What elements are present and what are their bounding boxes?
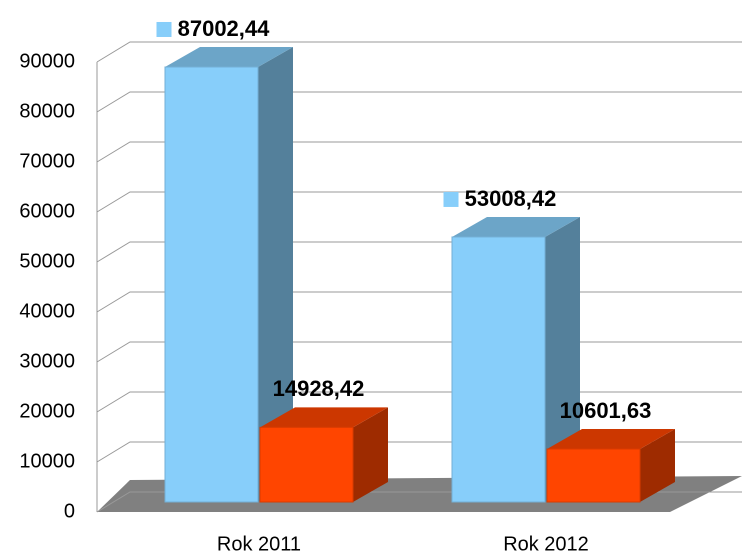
value-label: 87002,44 (178, 16, 271, 41)
y-tick-label: 80000 (19, 100, 75, 122)
y-tick-label: 10000 (19, 450, 75, 472)
grid-line (96, 191, 742, 213)
bar-face (451, 236, 546, 503)
bar-face (260, 407, 388, 428)
y-tick-label: 50000 (19, 250, 75, 272)
bar-face (259, 426, 354, 503)
bar-face (452, 216, 580, 237)
y-tick-label: 90000 (19, 50, 75, 72)
y-tick-label: 70000 (19, 150, 75, 172)
y-tick-label: 60000 (19, 200, 75, 222)
label-key (443, 191, 459, 207)
bar-face (353, 407, 388, 502)
bar-face (545, 216, 580, 503)
bar-face (640, 428, 675, 502)
bar-face (164, 66, 259, 503)
grid-line (96, 91, 742, 113)
x-tick-label: Rok 2011 (217, 533, 301, 555)
label-key (156, 21, 172, 37)
y-tick-label: 0 (64, 500, 75, 522)
grid-line (96, 41, 742, 63)
x-tick-label: Rok 2012 (503, 533, 589, 555)
y-tick-label: 40000 (19, 300, 75, 322)
value-label: 10601,63 (560, 398, 652, 423)
bar-face (165, 46, 293, 67)
bar-face (258, 46, 293, 503)
bar-face (547, 428, 675, 449)
value-label: 53008,42 (465, 186, 557, 211)
bar (451, 216, 580, 503)
bar-face (546, 448, 641, 503)
bar (259, 407, 388, 503)
bar (546, 428, 675, 503)
value-label: 14928,42 (273, 376, 365, 401)
bar (164, 46, 293, 503)
grid-line (96, 141, 742, 163)
y-tick-label: 30000 (19, 350, 75, 372)
y-tick-label: 20000 (19, 400, 75, 422)
